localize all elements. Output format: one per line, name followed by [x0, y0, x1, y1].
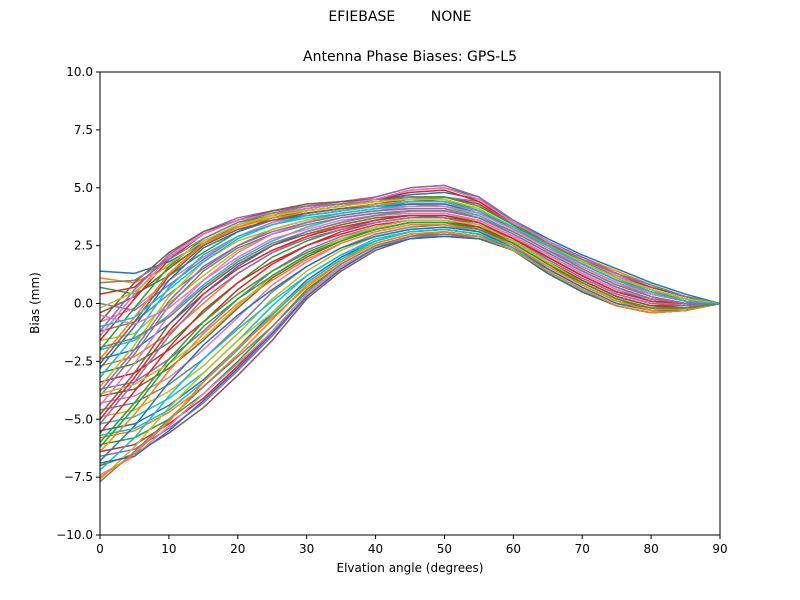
- y-tick-label: −7.5: [64, 470, 93, 484]
- plot-frame: [99, 71, 721, 536]
- x-tick-label: 0: [96, 542, 104, 556]
- y-tick-label: −5.0: [64, 412, 93, 426]
- y-tick-label: 7.5: [74, 123, 93, 137]
- x-tick-label: 60: [506, 542, 521, 556]
- x-tick-label: 90: [712, 542, 727, 556]
- series-line-55: [100, 207, 720, 392]
- y-tick-label: −2.5: [64, 354, 93, 368]
- series-line-48: [100, 210, 720, 349]
- x-tick-label: 40: [368, 542, 383, 556]
- y-tick-label: −10.0: [56, 528, 93, 542]
- series-line-57: [100, 187, 720, 337]
- y-tick-label: 5.0: [74, 181, 93, 195]
- x-axis-ticks: 0 10 20 30 40 50 60 70 80 90: [96, 535, 728, 556]
- series-line-53: [100, 221, 720, 448]
- series-line-47: [100, 205, 720, 326]
- x-tick-label: 70: [575, 542, 590, 556]
- figure-suptitle: EFIEBASE NONE: [328, 9, 472, 25]
- x-tick-label: 50: [437, 542, 452, 556]
- series-line-59: [100, 198, 720, 309]
- series-line-60: [100, 200, 720, 328]
- x-axis-label: Elvation angle (degrees): [336, 561, 484, 575]
- y-axis-ticks: −10.0 −7.5 −5.0 −2.5 0.0 2.5 5.0 7.5 10.0: [56, 65, 100, 542]
- x-tick-label: 10: [161, 542, 176, 556]
- x-tick-label: 30: [299, 542, 314, 556]
- series-line-54: [100, 214, 720, 420]
- series-line-52: [100, 230, 720, 478]
- series-line-58: [100, 196, 720, 305]
- y-axis-label: Bias (mm): [28, 272, 42, 334]
- series-line-35: [100, 217, 720, 425]
- y-tick-label: 0.0: [74, 297, 93, 311]
- y-tick-label: 10.0: [66, 65, 93, 79]
- series-layer: [100, 184, 720, 483]
- chart-title: Antenna Phase Biases: GPS-L5: [303, 49, 517, 65]
- series-line-32: [100, 224, 720, 453]
- x-tick-label: 80: [643, 542, 658, 556]
- x-tick-label: 20: [230, 542, 245, 556]
- y-tick-label: 2.5: [74, 239, 93, 253]
- series-line-31: [100, 226, 720, 462]
